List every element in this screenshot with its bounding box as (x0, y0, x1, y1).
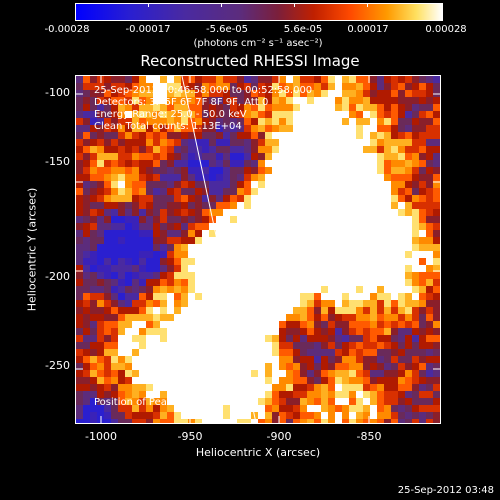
x-tick-label: -900 (266, 430, 292, 443)
y-tick-label: -100 (45, 86, 70, 99)
y-tick-label: -200 (45, 270, 70, 283)
colorbar-tick-label: -0.00028 (44, 24, 90, 35)
y-tick-label: -150 (45, 155, 70, 168)
peak-position: Position of Peak = [-978,-94] (94, 397, 238, 408)
colorbar-units: (photons cm⁻² s⁻¹ asec⁻²) (193, 38, 323, 49)
colorbar-labels: -0.00028 -0.00017 -5.6e-05 5.6e-05 0.000… (45, 0, 467, 40)
colorbar-ticks (75, 3, 441, 21)
colorbar-tick-label: 0.00028 (425, 24, 467, 35)
rhessi-heatmap (76, 76, 440, 423)
axis-ticks (75, 75, 441, 424)
colorbar (75, 3, 443, 21)
info-counts: Clean Total counts: 1.13E+04 (94, 121, 242, 132)
footer-timestamp: 25-Sep-2012 03:48 (397, 485, 494, 496)
info-time-range: 25-Sep-2012 00:46:58.000 to 00:52:58.000 (94, 85, 313, 96)
y-axis: -100 -150 -200 -250 (30, 75, 75, 424)
colorbar-tick-label: 0.00017 (347, 24, 389, 35)
x-tick-label: -850 (356, 430, 382, 443)
y-tick-label: -250 (45, 359, 70, 372)
limb-line (181, 76, 257, 423)
x-tick-label: -1000 (85, 430, 117, 443)
image-title: Reconstructed RHESSI Image (140, 52, 360, 70)
info-energy-range: Energy Range: 25.0 - 50.0 keV (94, 109, 247, 120)
y-axis-title: Heliocentric Y (arcsec) (25, 187, 39, 312)
info-detectors: Detectors: 3F 5F 6F 7F 8F 9F, Att 0 (94, 97, 269, 108)
x-axis: -1000 -950 -900 -850 (75, 430, 441, 446)
colorbar-tick-label: 5.6e-05 (283, 24, 323, 35)
colorbar-tick-label: -5.6e-05 (206, 24, 248, 35)
colorbar-tick-label: -0.00017 (125, 24, 171, 35)
x-axis-title: Heliocentric X (arcsec) (195, 446, 321, 459)
x-tick-label: -950 (177, 430, 203, 443)
image-plot-area: 25-Sep-2012 00:46:58.000 to 00:52:58.000… (75, 75, 441, 424)
